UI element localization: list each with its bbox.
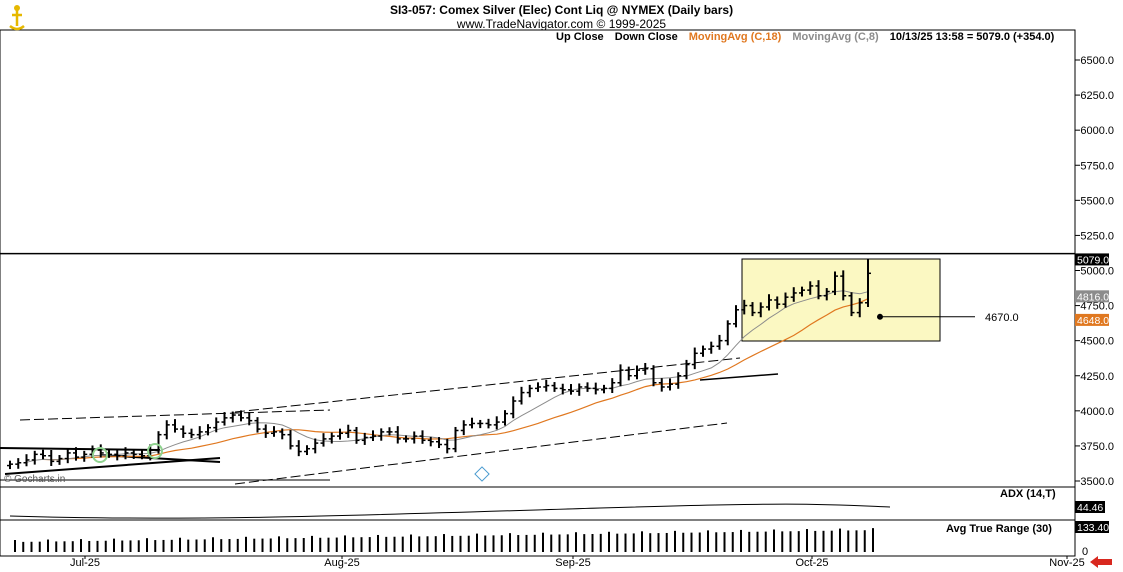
y-tick-label: 4500.0 [1080, 336, 1114, 348]
watermark-text: © Gocharts.in [4, 474, 65, 485]
x-tick-label: Jul-25 [70, 557, 100, 569]
channel-line-upper [234, 357, 741, 413]
price-bars: 4670.0 [7, 259, 1019, 470]
price-tag-label: 5079.0 [1077, 254, 1109, 266]
legend-ma8: MovingAvg (C,8) [792, 31, 879, 43]
atr-zero-tick: 0 [1082, 546, 1088, 558]
y-tick-label: 5000.0 [1080, 266, 1114, 278]
price-tag-label: 4648.0 [1077, 315, 1109, 327]
support-line-1 [0, 447, 161, 451]
signal-marker [92, 447, 108, 463]
legend-down-close: Down Close [614, 31, 678, 43]
adx-tag-label: 44.46 [1077, 502, 1103, 514]
y-axis-ticks: 3500.0 3750.0 4000.0 4250.0 4500.0 4750.0 5000… [1075, 55, 1114, 488]
adx-label: ADX (14,T) [1000, 488, 1056, 500]
adx-line [9, 503, 891, 519]
support-line-4 [699, 373, 779, 381]
legend-quote: 10/13/25 13:58 = 5079.0 (+354.0) [889, 31, 1055, 43]
y-tick-label: 3750.0 [1080, 441, 1114, 453]
y-tick-label: 3500.0 [1080, 476, 1114, 488]
tradenavigator-logo [9, 5, 25, 31]
price-tag-box [1075, 290, 1109, 303]
y-tick-label: 5500.0 [1080, 195, 1114, 207]
annotation-label: 4670.0 [985, 312, 1019, 324]
channel-line-upper-early [19, 409, 331, 421]
y-tick-label: 4250.0 [1080, 371, 1114, 383]
y-tick-label: 5250.0 [1080, 230, 1114, 242]
chart-legend: Up Close Down Close MovingAvg (C,18) Mov… [556, 31, 1062, 43]
x-tick-label: Nov-25 [1049, 557, 1084, 569]
legend-up-close: Up Close [556, 31, 604, 43]
y-tick-label: 4000.0 [1080, 406, 1114, 418]
y-tick-label: 6000.0 [1080, 125, 1114, 137]
atr-indicator: 133.40 0 [14, 521, 1109, 558]
signal-marker [147, 443, 163, 459]
y-tick-label: 5750.0 [1080, 160, 1114, 172]
price-tag-label: 4816.0 [1077, 291, 1109, 303]
legend-ma18: MovingAvg (C,18) [688, 31, 782, 43]
x-tick-label: Sep-25 [555, 557, 590, 569]
x-tick-label: Aug-25 [324, 557, 359, 569]
atr-tag-box [1075, 521, 1109, 533]
chart-title: SI3-057: Comex Silver (Elec) Cont Liq @ … [389, 3, 734, 17]
price-tag-box [1075, 313, 1109, 326]
y-tick-label: 4750.0 [1080, 301, 1114, 313]
price-tag-box [1075, 253, 1109, 266]
x-axis-ticks: Jul-25 Aug-25 Sep-25 Oct-25 Nov-25 [70, 556, 1085, 569]
y-tick-label: 6500.0 [1080, 55, 1114, 67]
x-tick-label: Oct-25 [795, 557, 828, 569]
adx-tag-box [1075, 501, 1105, 513]
scroll-arrow-icon [1090, 556, 1112, 568]
atr-tag-label: 133.40 [1077, 522, 1109, 534]
website-text: www.TradeNavigator.com © 1999-2025 [456, 17, 667, 31]
atr-label: Avg True Range (30) [946, 523, 1052, 535]
adx-indicator: 44.46 [9, 501, 1105, 519]
diamond-marker [474, 466, 490, 482]
channel-line-lower [234, 422, 728, 485]
y-tick-label: 6250.0 [1080, 90, 1114, 102]
price-tags: 5079.0 4816.0 4648.0 [1075, 253, 1109, 327]
decorations: © Gocharts.in [4, 443, 1112, 568]
